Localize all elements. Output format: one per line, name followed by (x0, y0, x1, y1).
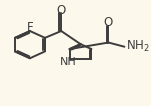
Text: F: F (27, 21, 33, 34)
Text: O: O (104, 16, 113, 29)
Text: NH$_2$: NH$_2$ (125, 39, 149, 54)
Text: O: O (57, 4, 66, 17)
Text: NH: NH (60, 57, 77, 67)
